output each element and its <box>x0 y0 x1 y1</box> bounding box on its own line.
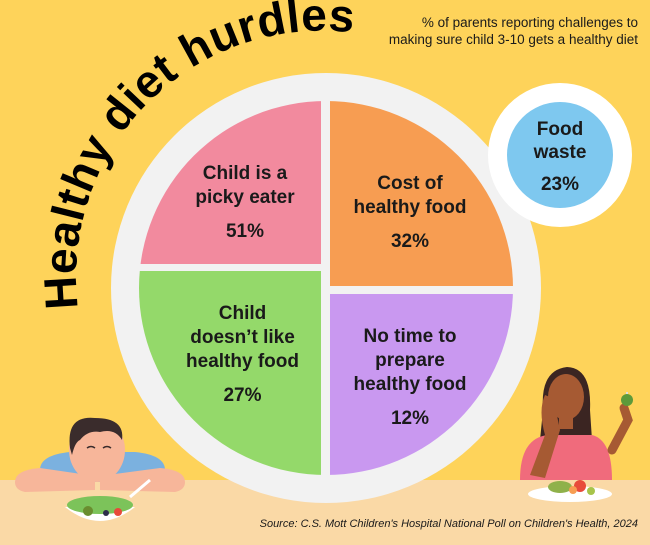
label-doesnt-like: Child doesn’t like healthy food 27% <box>165 302 320 408</box>
label-text-line1: Cost of <box>377 173 443 194</box>
label-text-line1: Food <box>536 119 584 140</box>
value-doesnt-like: 27% <box>223 385 262 406</box>
label-text-line2: doesn’t like <box>190 327 295 348</box>
segment-food-waste <box>507 102 613 208</box>
label-text-line2: picky eater <box>195 187 295 208</box>
boy-illustration <box>15 417 185 521</box>
label-food-waste: Food waste 23% <box>508 118 612 196</box>
value-cost: 32% <box>390 231 430 252</box>
label-text-line2: healthy food <box>353 197 467 218</box>
value-picky-eater: 51% <box>225 221 265 242</box>
label-text-line3: healthy food <box>186 351 299 372</box>
label-picky-eater: Child is a picky eater 51% <box>170 162 320 244</box>
label-text-line2: waste <box>533 142 587 163</box>
value-no-time: 12% <box>390 408 430 429</box>
value-food-waste: 23% <box>540 174 580 195</box>
label-text-line2: prepare <box>375 350 445 371</box>
chart-subtitle: % of parents reporting challenges to mak… <box>388 15 638 47</box>
girl-illustration <box>520 367 633 502</box>
label-text-line1: Child is a <box>202 163 288 184</box>
label-text-line3: healthy food <box>353 374 467 395</box>
label-cost: Cost of healthy food 32% <box>335 172 485 254</box>
label-text-line1: Child <box>218 303 267 324</box>
label-text-line1: No time to <box>363 326 457 347</box>
label-no-time: No time to prepare healthy food 12% <box>335 325 485 431</box>
source-note: Source: C.S. Mott Children's Hospital Na… <box>259 518 638 530</box>
